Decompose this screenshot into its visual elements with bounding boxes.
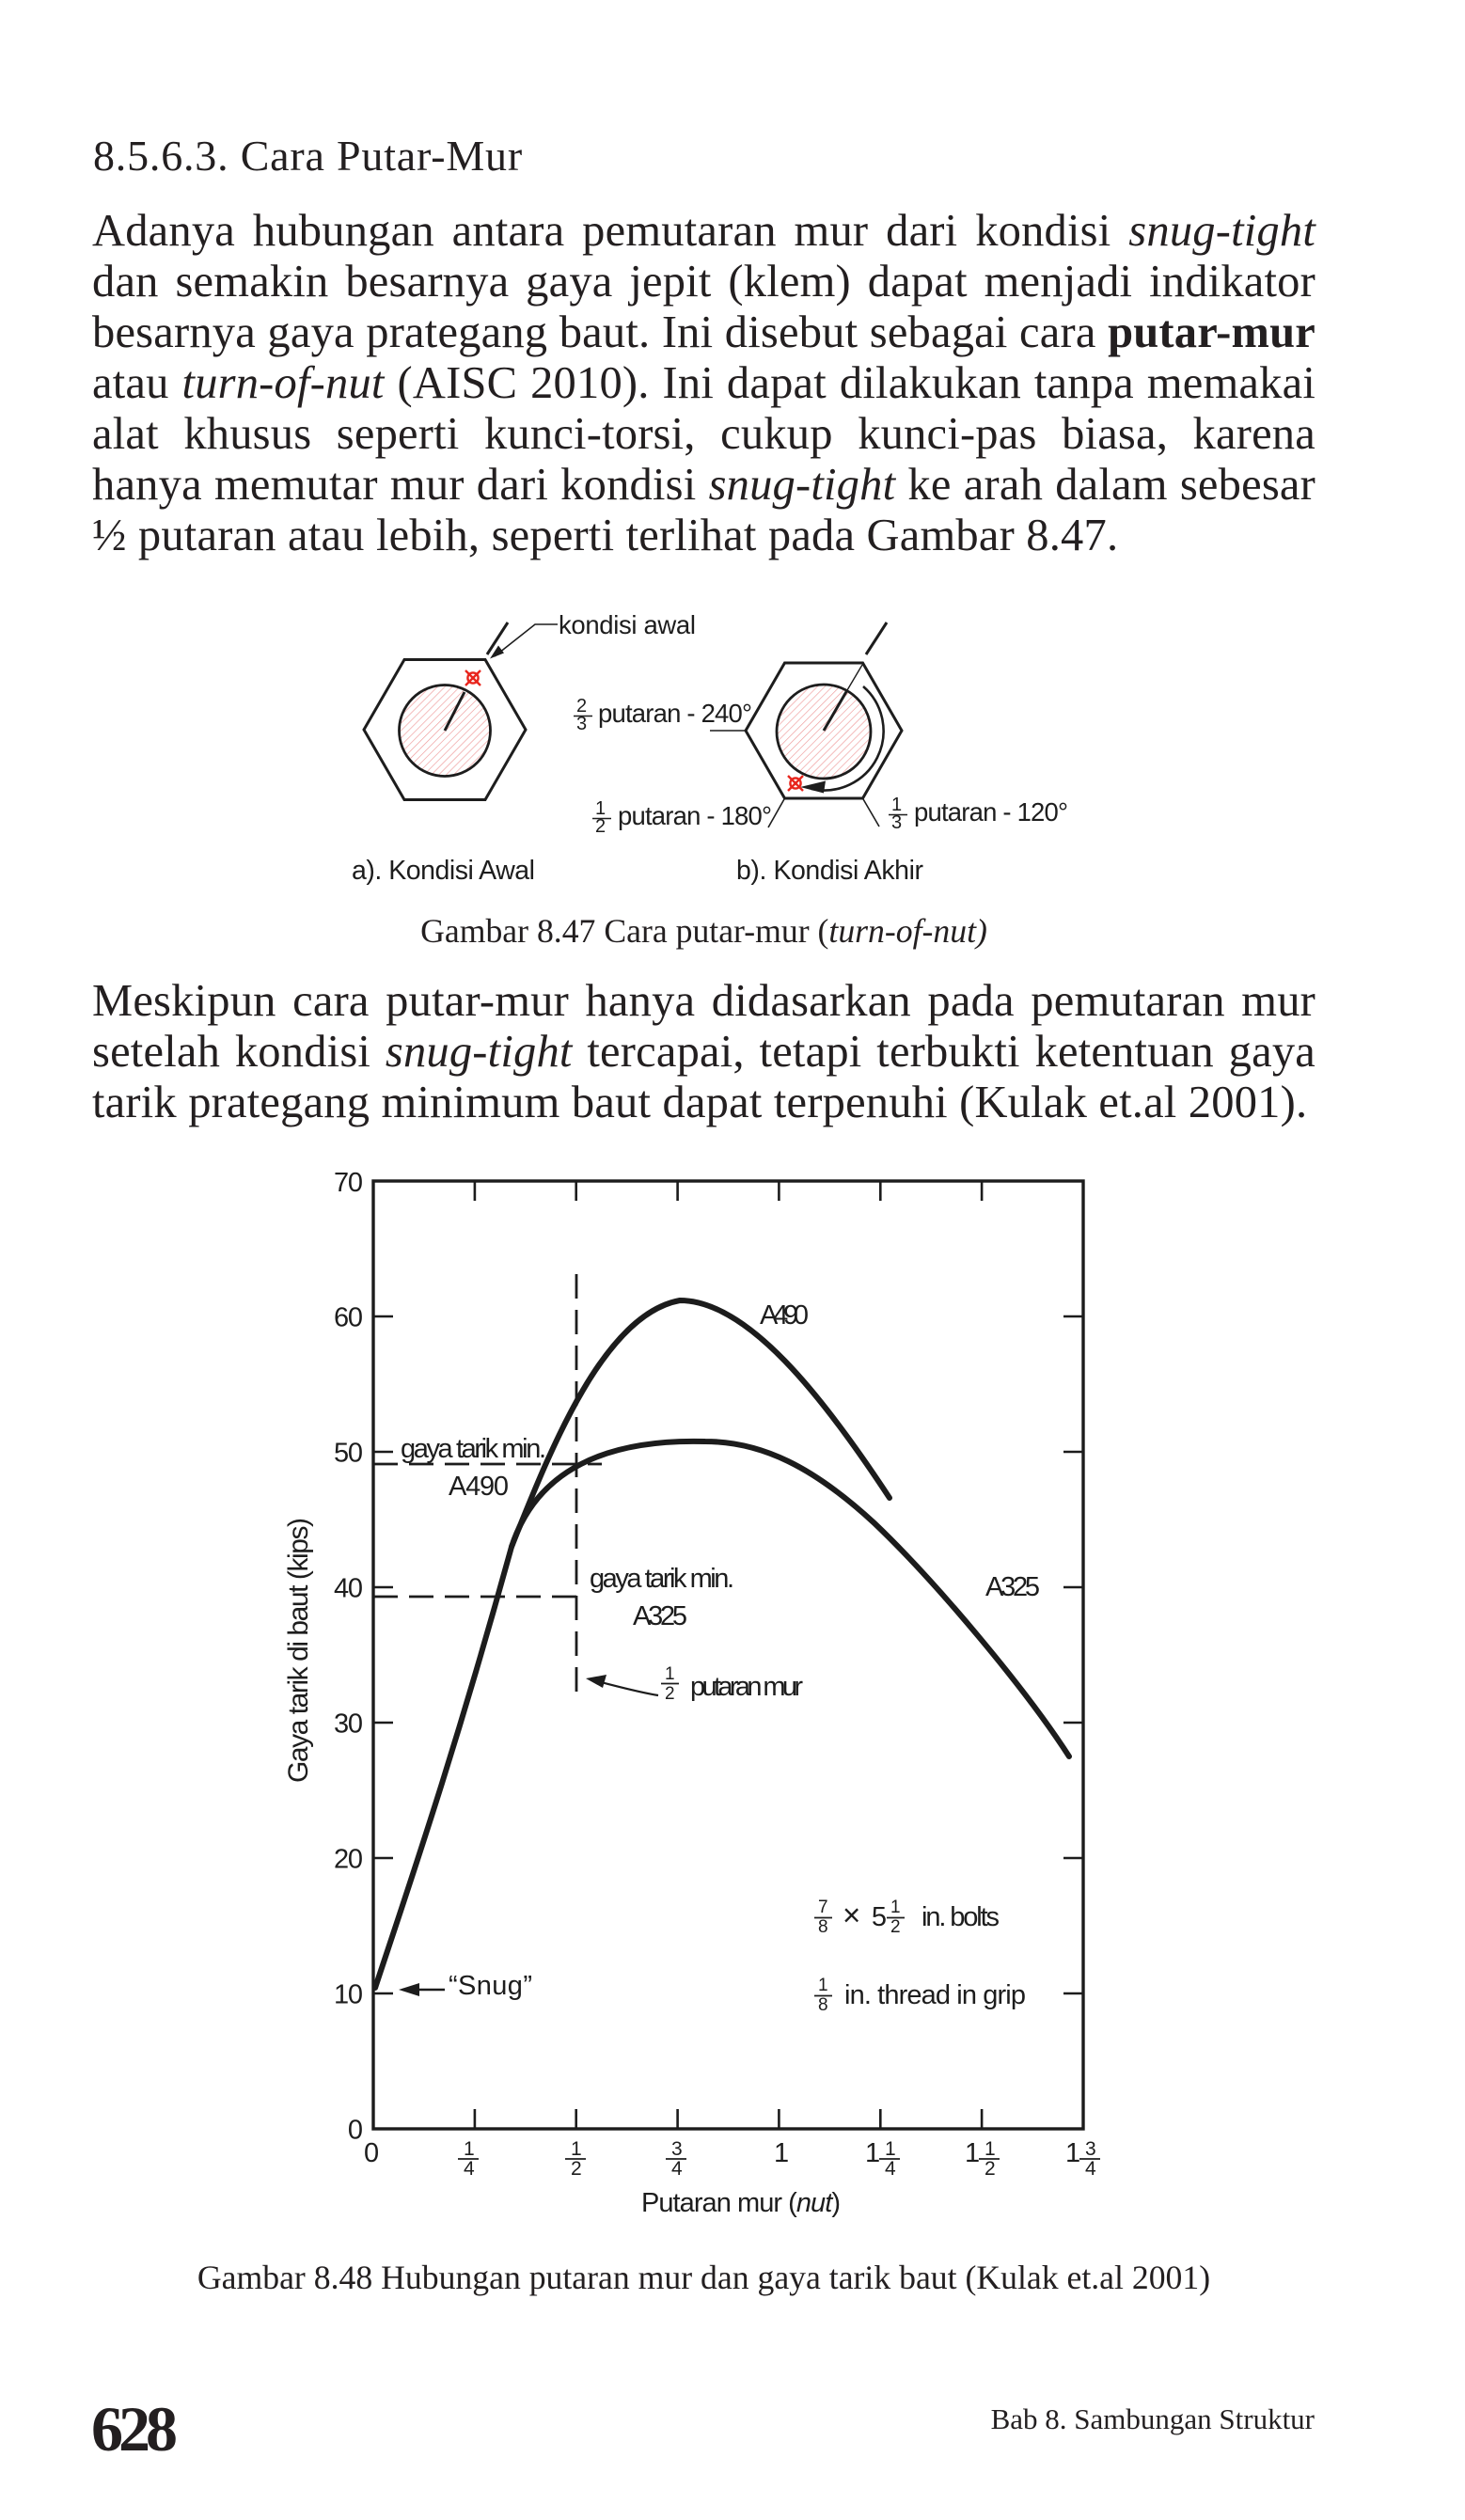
svg-text:putaran mur: putaran mur [690,1672,803,1702]
svg-text:“Snug”: “Snug” [449,1971,532,2001]
svg-text:Gaya tarik di baut (kips): Gaya tarik di baut (kips) [283,1518,314,1783]
svg-text:1: 1 [865,2138,880,2168]
svg-text:0: 0 [348,2116,363,2146]
svg-text:4: 4 [464,2158,475,2180]
svg-text:A325: A325 [985,1572,1040,1602]
svg-text:3: 3 [671,2138,683,2160]
svg-text:4: 4 [885,2158,896,2180]
svg-text:8: 8 [818,1995,828,2015]
svg-text:1: 1 [571,2138,582,2160]
svg-text:1: 1 [818,1976,828,1995]
svg-text:2: 2 [890,1917,901,1937]
svg-text:1: 1 [774,2138,789,2168]
svg-text:3: 3 [891,812,902,833]
svg-text:40: 40 [334,1574,363,1604]
svg-text:A325: A325 [633,1601,687,1631]
svg-text:4: 4 [1085,2158,1096,2180]
svg-text:kondisi awal: kondisi awal [559,610,696,639]
svg-text:in. thread in grip: in. thread in grip [844,1980,1026,2010]
svg-text:10: 10 [334,1980,363,2010]
svg-text:2: 2 [576,696,587,717]
svg-text:putaran - 120°: putaran - 120° [914,797,1068,827]
svg-text:a). Kondisi Awal: a). Kondisi Awal [352,856,535,886]
svg-text:2: 2 [571,2158,582,2180]
svg-text:1: 1 [985,2138,996,2160]
svg-text:putaran - 240°: putaran - 240° [598,699,752,728]
svg-text:× 5: × 5 [843,1898,887,1932]
svg-text:2: 2 [665,1684,675,1704]
svg-text:7: 7 [818,1898,828,1917]
svg-text:A490: A490 [760,1300,809,1331]
svg-text:3: 3 [576,714,587,734]
svg-text:0: 0 [364,2138,379,2168]
svg-text:2: 2 [985,2158,996,2180]
svg-text:1: 1 [1065,2138,1080,2168]
svg-text:1: 1 [595,798,606,819]
svg-text:20: 20 [334,1845,363,1875]
svg-text:putaran - 180°: putaran - 180° [618,801,772,830]
svg-text:1: 1 [965,2138,980,2168]
svg-text:30: 30 [334,1709,363,1740]
svg-text:60: 60 [334,1303,363,1333]
svg-text:b). Kondisi Akhir: b). Kondisi Akhir [736,856,924,886]
svg-text:in. bolts: in. bolts [922,1902,1000,1932]
svg-text:gaya tarik min.: gaya tarik min. [401,1434,546,1464]
svg-text:1: 1 [890,1898,901,1917]
svg-text:50: 50 [334,1439,363,1469]
svg-text:2: 2 [595,816,606,837]
svg-text:70: 70 [334,1168,363,1198]
svg-text:8: 8 [818,1917,828,1937]
svg-text:3: 3 [1085,2138,1096,2160]
svg-text:4: 4 [671,2158,683,2180]
svg-text:1: 1 [891,795,902,815]
svg-text:1: 1 [464,2138,475,2160]
svg-text:1: 1 [665,1664,675,1684]
svg-text:A490: A490 [449,1472,509,1502]
svg-text:Putaran mur (nut): Putaran mur (nut) [641,2188,841,2218]
svg-text:1: 1 [885,2138,896,2160]
svg-text:gaya tarik min.: gaya tarik min. [590,1564,734,1594]
